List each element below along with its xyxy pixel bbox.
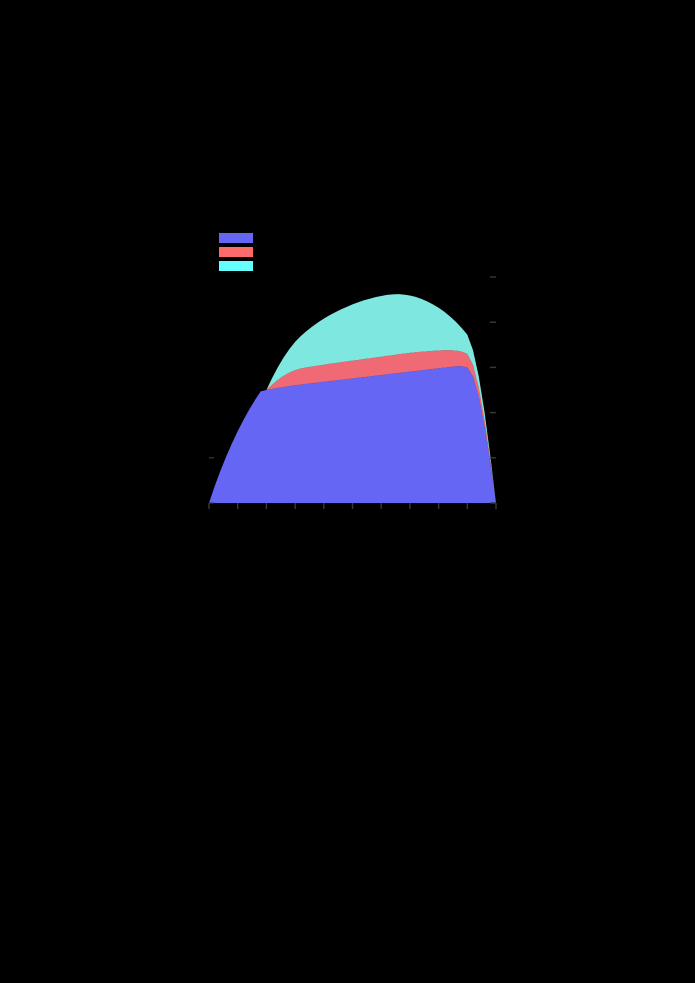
x-axis-ticks bbox=[208, 503, 497, 509]
stacked-areas bbox=[209, 294, 496, 503]
chart-legend bbox=[219, 231, 419, 273]
area-series-0 bbox=[209, 366, 496, 503]
y-axis-ticks-left bbox=[209, 457, 214, 504]
area-series-1 bbox=[209, 350, 496, 503]
y-axis-ticks-right bbox=[490, 276, 496, 504]
legend-swatch-series-1 bbox=[219, 247, 253, 257]
legend-swatch-series-0 bbox=[219, 233, 253, 243]
legend-swatch-series-2 bbox=[219, 261, 253, 271]
area-series-2 bbox=[209, 294, 496, 503]
